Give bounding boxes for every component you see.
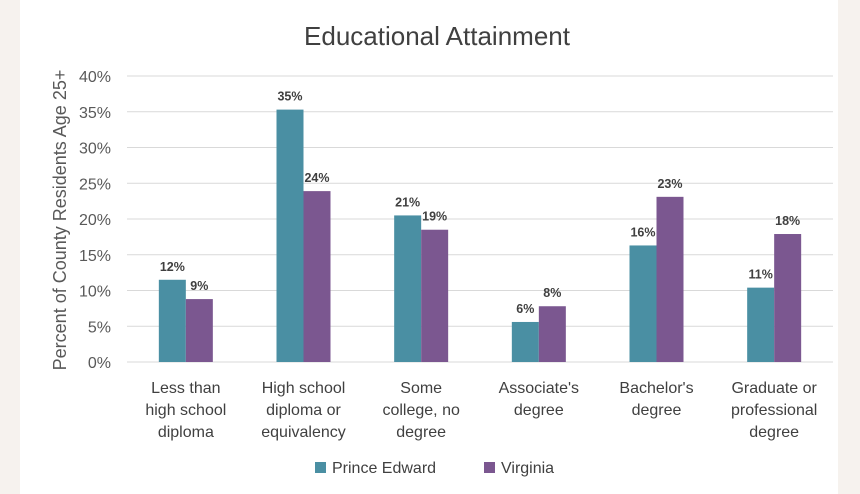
- bar-virginia: [656, 196, 684, 362]
- data-labels: 12% 9% 35% 24% 21%19% 6% 8% 16% 23% 11% 18%: [160, 90, 800, 316]
- y-tick-label: 40%: [79, 69, 111, 86]
- y-tick-label: 25%: [79, 176, 111, 193]
- bar-prince-edward: [747, 287, 775, 362]
- bar-prince-edward: [276, 109, 304, 362]
- category-label: Bachelor's: [619, 380, 693, 397]
- y-tick-label: 10%: [79, 284, 111, 301]
- bar-prince-edward: [629, 245, 657, 362]
- bar-virginia: [774, 234, 802, 362]
- legend-swatch: [315, 462, 326, 473]
- data-label: 18%: [775, 214, 800, 228]
- gridlines: [127, 75, 833, 363]
- y-tick-label: 30%: [79, 141, 111, 158]
- bar-virginia: [185, 299, 213, 362]
- chart-panel: Educational Attainment Percent of County…: [20, 0, 838, 494]
- data-label: 16%: [630, 225, 655, 239]
- category-label: diploma: [158, 424, 214, 441]
- bar-prince-edward: [394, 215, 422, 362]
- y-tick-label: 15%: [79, 248, 111, 265]
- bar-virginia: [421, 229, 449, 362]
- category-label: High school: [262, 380, 346, 397]
- legend-swatch: [484, 462, 495, 473]
- category-label: Associate's: [499, 380, 579, 397]
- data-label: 8%: [543, 286, 561, 300]
- category-label: degree: [514, 402, 564, 419]
- legend-label: Virginia: [501, 460, 554, 477]
- bar-virginia: [538, 306, 566, 362]
- chart-title: Educational Attainment: [304, 21, 571, 51]
- bar-virginia: [303, 191, 331, 362]
- y-tick-label: 20%: [79, 212, 111, 229]
- data-label: 9%: [190, 279, 208, 293]
- data-label: 24%: [304, 171, 329, 185]
- legend-label: Prince Edward: [332, 460, 436, 477]
- category-label: Some: [400, 380, 442, 397]
- data-label: 6%: [516, 302, 534, 316]
- category-label: college, no: [382, 402, 459, 419]
- bar-prince-edward: [511, 321, 539, 362]
- category-label: professional: [731, 402, 817, 419]
- y-tick-label: 35%: [79, 105, 111, 122]
- category-label: Less than: [151, 380, 220, 397]
- data-label: 21%: [395, 195, 420, 209]
- category-label: high school: [145, 402, 226, 419]
- bars: [158, 109, 802, 362]
- data-label: 23%: [657, 177, 682, 191]
- category-label: degree: [632, 402, 682, 419]
- data-label: 12%: [160, 260, 185, 274]
- y-tick-labels: 0% 5% 10% 15% 20% 25% 30% 35% 40%: [79, 69, 111, 372]
- y-tick-label: 0%: [88, 355, 111, 372]
- bar-prince-edward: [158, 279, 186, 362]
- y-axis-label: Percent of County Residents Age 25+: [50, 70, 70, 371]
- chart-svg: Educational Attainment Percent of County…: [50, 21, 833, 477]
- data-label: 19%: [422, 210, 447, 224]
- data-label: 11%: [748, 268, 772, 282]
- category-label: degree: [396, 424, 446, 441]
- legend: Prince Edward Virginia: [315, 460, 554, 477]
- data-label: 35%: [277, 90, 302, 104]
- category-label: degree: [749, 424, 799, 441]
- y-tick-label: 5%: [88, 319, 111, 336]
- category-label: equivalency: [261, 424, 346, 441]
- category-label: diploma or: [266, 402, 341, 419]
- category-label: Graduate or: [731, 380, 817, 397]
- category-labels: Less than high school diploma High school di…: [145, 380, 817, 441]
